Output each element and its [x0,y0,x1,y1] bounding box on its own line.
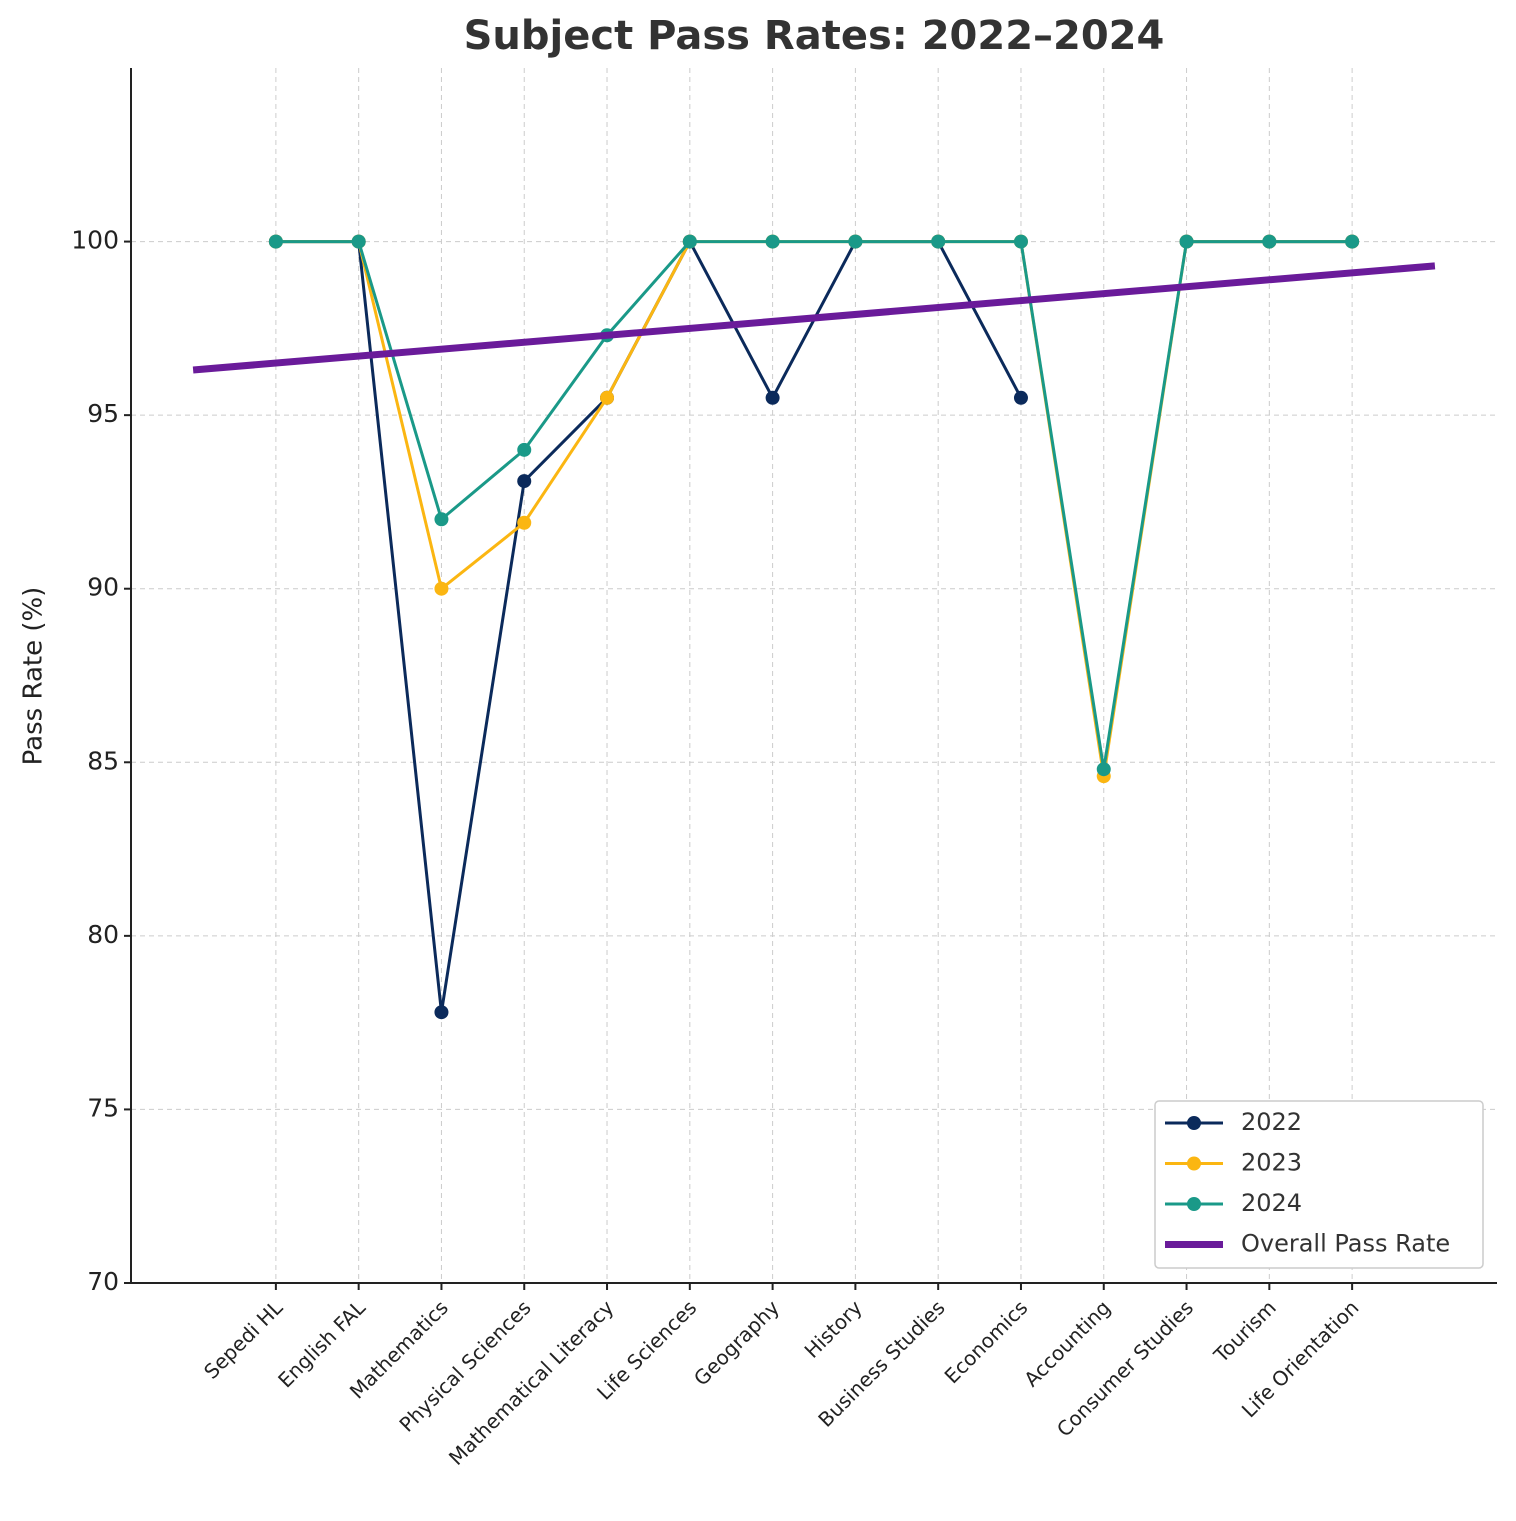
x-tick-label: Geography [689,1295,784,1390]
y-tick-label: 90 [87,573,119,602]
series-line [275,240,1353,1014]
series-line [275,240,1353,771]
y-tick-label: 85 [87,746,119,775]
point [268,234,283,249]
overall-line [192,262,1436,374]
point [1013,234,1028,249]
point [765,390,780,405]
point [517,515,532,530]
point [517,442,532,457]
legend-marker [1187,1116,1201,1130]
legend-marker [1187,1156,1201,1171]
legend-label: 2023 [1241,1149,1302,1177]
x-tick-label: Mathematical Literacy [444,1295,619,1470]
point [351,234,366,249]
point [600,390,615,405]
point [848,234,863,249]
legend-box [1154,1100,1484,1269]
point [1179,234,1194,249]
y-tick-label: 70 [87,1267,119,1296]
x-tick-label: Tourism [1208,1295,1280,1367]
y-tick-label: 95 [87,399,119,428]
point [1013,390,1028,405]
point [765,234,780,249]
point [1096,762,1111,777]
point [434,1005,449,1020]
legend-label: 2022 [1241,1108,1302,1136]
legend-label: 2024 [1241,1189,1302,1217]
legend-label: Overall Pass Rate [1241,1230,1450,1258]
point [1345,234,1360,249]
point [517,474,532,489]
legend-marker [1187,1197,1201,1211]
point [682,234,697,249]
point [1262,234,1277,249]
point [931,234,946,249]
x-tick-label: Consumer Studies [1052,1295,1198,1441]
point [434,581,449,596]
x-tick-label: History [800,1295,867,1362]
y-tick-label: 75 [87,1093,119,1122]
y-axis-label: Pass Rate (%) [19,587,49,766]
y-tick-label: 80 [87,920,119,949]
chart-title: Subject Pass Rates: 2022–2024 [464,13,1165,59]
point [434,512,449,527]
y-tick-label: 100 [71,226,119,255]
x-tick-label: Sepedi HL [199,1295,288,1384]
